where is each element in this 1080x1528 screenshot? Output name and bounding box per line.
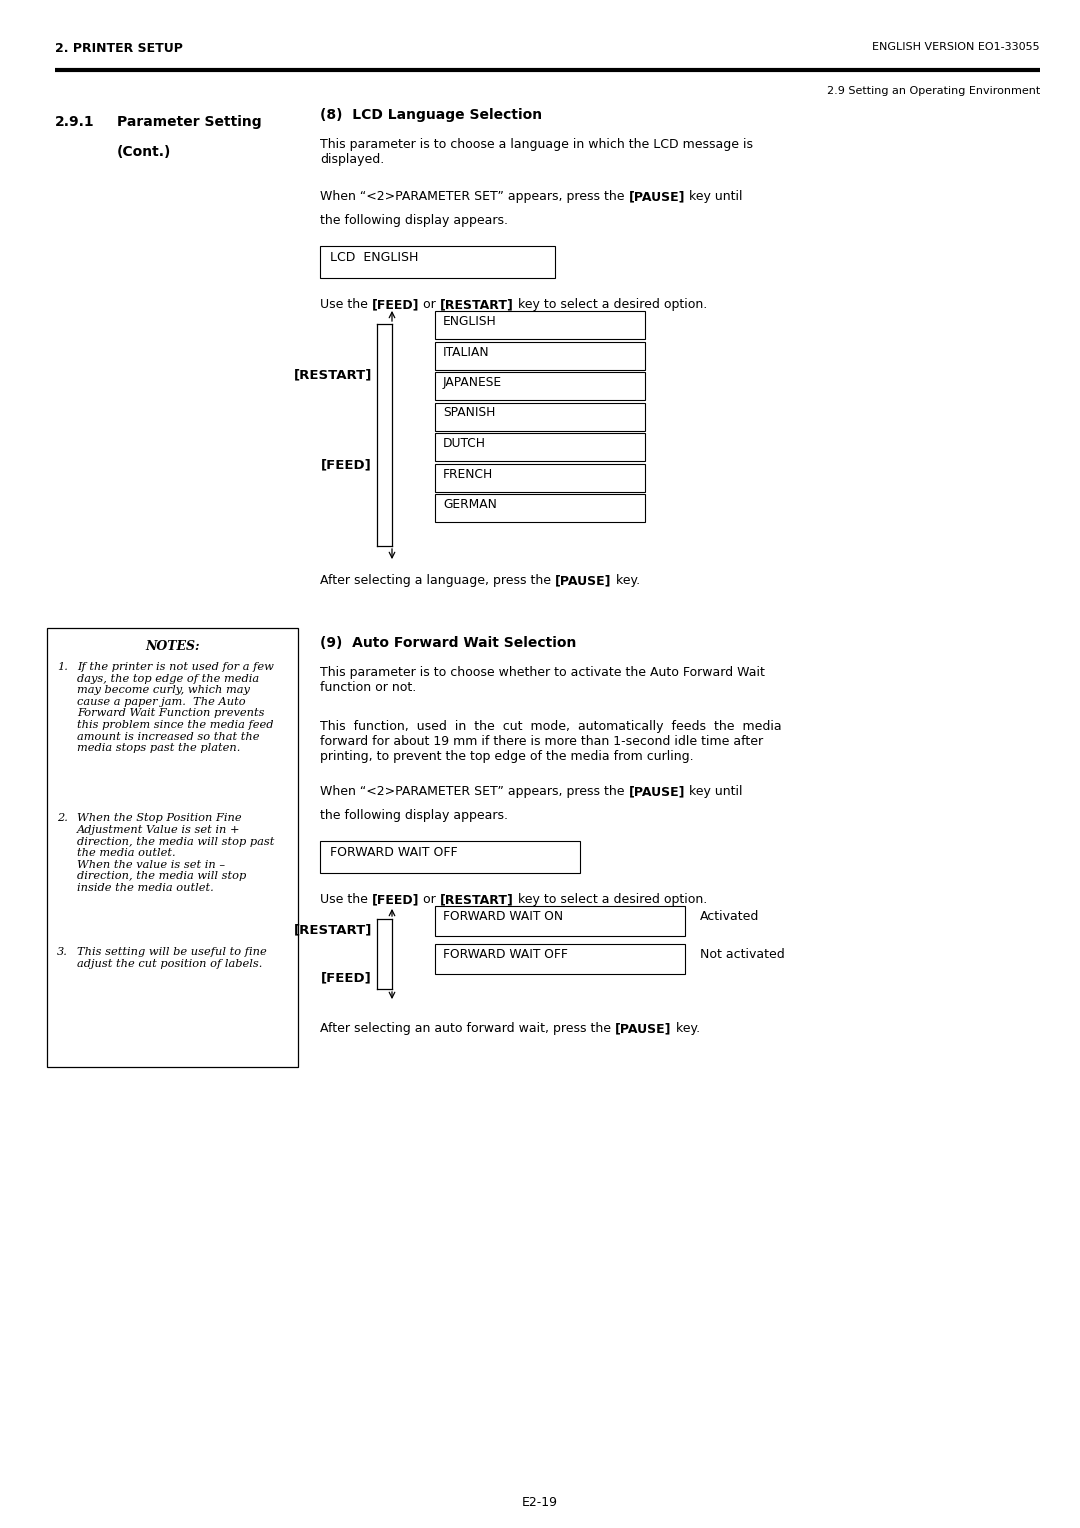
Text: [PAUSE]: [PAUSE]: [629, 189, 685, 203]
Text: [RESTART]: [RESTART]: [441, 298, 514, 312]
Text: If the printer is not used for a few
days, the top edge of the media
may become : If the printer is not used for a few day…: [77, 662, 274, 753]
Text: [FEED]: [FEED]: [321, 458, 372, 471]
Bar: [435, 341, 645, 370]
Bar: [320, 246, 555, 278]
Text: DUTCH: DUTCH: [443, 437, 486, 451]
Text: [FEED]: [FEED]: [321, 970, 372, 984]
Text: [RESTART]: [RESTART]: [294, 923, 372, 937]
Text: the following display appears.: the following display appears.: [320, 214, 508, 228]
Bar: [435, 944, 685, 973]
Text: Parameter Setting: Parameter Setting: [117, 115, 261, 128]
Text: FRENCH: FRENCH: [443, 468, 494, 480]
Text: (Cont.): (Cont.): [117, 145, 172, 159]
Text: [PAUSE]: [PAUSE]: [615, 1022, 672, 1034]
Text: [PAUSE]: [PAUSE]: [555, 575, 611, 587]
Text: This parameter is to choose a language in which the LCD message is
displayed.: This parameter is to choose a language i…: [320, 138, 753, 167]
Text: Use the: Use the: [320, 298, 372, 312]
Bar: [320, 840, 580, 872]
Text: FORWARD WAIT OFF: FORWARD WAIT OFF: [330, 847, 458, 859]
Text: ENGLISH: ENGLISH: [443, 315, 497, 329]
Text: Use the: Use the: [320, 892, 372, 906]
Text: (9)  Auto Forward Wait Selection: (9) Auto Forward Wait Selection: [320, 636, 577, 649]
Text: 2.9.1: 2.9.1: [55, 115, 95, 128]
Text: This setting will be useful to fine
adjust the cut position of labels.: This setting will be useful to fine adju…: [77, 947, 267, 969]
Text: the following display appears.: the following display appears.: [320, 808, 508, 822]
Bar: [435, 463, 645, 492]
Bar: [435, 494, 645, 523]
Text: Activated: Activated: [700, 911, 759, 923]
Text: key.: key.: [611, 575, 639, 587]
Text: key to select a desired option.: key to select a desired option.: [514, 298, 707, 312]
Text: This  function,  used  in  the  cut  mode,  automatically  feeds  the  media
for: This function, used in the cut mode, aut…: [320, 720, 782, 762]
Text: E2-19: E2-19: [522, 1496, 558, 1510]
Text: JAPANESE: JAPANESE: [443, 376, 502, 390]
Text: When “<2>PARAMETER SET” appears, press the: When “<2>PARAMETER SET” appears, press t…: [320, 785, 629, 798]
Text: (8)  LCD Language Selection: (8) LCD Language Selection: [320, 108, 542, 122]
Text: When “<2>PARAMETER SET” appears, press the: When “<2>PARAMETER SET” appears, press t…: [320, 189, 629, 203]
Text: 2. PRINTER SETUP: 2. PRINTER SETUP: [55, 41, 183, 55]
Text: NOTES:: NOTES:: [145, 640, 200, 652]
Text: key.: key.: [672, 1022, 700, 1034]
Text: 1.: 1.: [57, 662, 68, 672]
Text: or: or: [419, 298, 441, 312]
Text: FORWARD WAIT OFF: FORWARD WAIT OFF: [443, 947, 568, 961]
Text: ITALIAN: ITALIAN: [443, 345, 489, 359]
Text: 2.9 Setting an Operating Environment: 2.9 Setting an Operating Environment: [827, 86, 1040, 96]
Text: GERMAN: GERMAN: [443, 498, 497, 510]
Text: 3.: 3.: [57, 947, 68, 957]
Text: [FEED]: [FEED]: [372, 892, 419, 906]
Text: SPANISH: SPANISH: [443, 406, 496, 420]
Bar: [435, 906, 685, 937]
Text: [FEED]: [FEED]: [372, 298, 419, 312]
Text: 2.: 2.: [57, 813, 68, 824]
Text: [PAUSE]: [PAUSE]: [629, 785, 685, 798]
Text: key until: key until: [685, 785, 743, 798]
Text: key until: key until: [685, 189, 743, 203]
Text: key to select a desired option.: key to select a desired option.: [514, 892, 707, 906]
Text: [RESTART]: [RESTART]: [441, 892, 514, 906]
Bar: [435, 402, 645, 431]
Text: LCD  ENGLISH: LCD ENGLISH: [330, 251, 418, 264]
Text: [RESTART]: [RESTART]: [294, 368, 372, 380]
Bar: [435, 371, 645, 400]
Text: FORWARD WAIT ON: FORWARD WAIT ON: [443, 911, 563, 923]
Bar: [48, 628, 298, 1067]
Bar: [435, 432, 645, 461]
Text: This parameter is to choose whether to activate the Auto Forward Wait
function o: This parameter is to choose whether to a…: [320, 666, 765, 694]
Text: After selecting an auto forward wait, press the: After selecting an auto forward wait, pr…: [320, 1022, 615, 1034]
Text: ENGLISH VERSION EO1-33055: ENGLISH VERSION EO1-33055: [873, 41, 1040, 52]
Text: When the Stop Position Fine
Adjustment Value is set in +
direction, the media wi: When the Stop Position Fine Adjustment V…: [77, 813, 274, 892]
Text: After selecting a language, press the: After selecting a language, press the: [320, 575, 555, 587]
Text: Not activated: Not activated: [700, 947, 785, 961]
Text: or: or: [419, 892, 441, 906]
Bar: [435, 312, 645, 339]
